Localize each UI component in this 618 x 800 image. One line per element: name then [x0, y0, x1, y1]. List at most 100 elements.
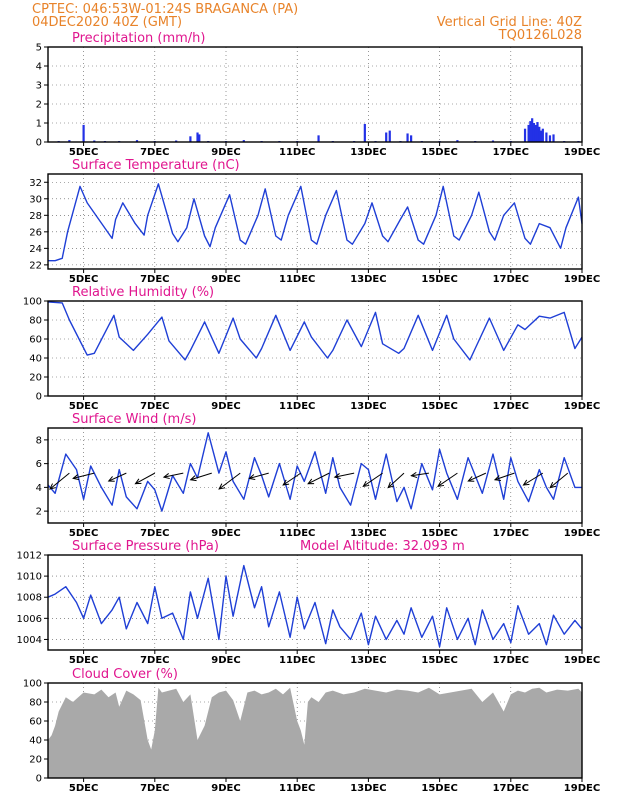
x-tick-label: 13DEC — [350, 147, 386, 158]
y-tick-label: 80 — [29, 316, 42, 327]
x-tick-label: 11DEC — [279, 783, 315, 794]
panel-temp: Surface Temperature (nC) 22 24 26 28 30 32 5DEC… — [29, 158, 600, 285]
wind-arrow-head — [410, 471, 418, 479]
y-tick-label: 80 — [29, 698, 42, 709]
panel-title: Surface Temperature (nC) — [72, 158, 240, 173]
y-tick-label: 1008 — [17, 593, 42, 604]
x-tick-label: 15DEC — [421, 274, 457, 285]
precip-bar — [531, 118, 534, 142]
precip-bar — [135, 140, 139, 142]
header-grid-line: Vertical Grid Line: 40Z — [437, 15, 582, 30]
x-tick-label: 5DEC — [69, 783, 98, 794]
x-tick-label: 19DEC — [564, 655, 600, 666]
wind-arrow-shaft — [307, 472, 330, 485]
x-tick-label: 13DEC — [350, 274, 386, 285]
y-tick-label: 0 — [36, 138, 42, 149]
wind-arrow-shaft — [362, 472, 383, 487]
y-tick-label: 60 — [29, 335, 42, 346]
pressure-series-line — [47, 564, 583, 648]
precip-bar — [552, 134, 555, 142]
chart-panels: Precipitation (mm/h) 0 1 2 3 4 5 5DEC 7DEC 9DEC 11… — [17, 31, 601, 794]
x-tick-label: 5DEC — [69, 147, 98, 158]
wind-arrow-shaft — [494, 472, 515, 481]
y-tick-label: 6 — [36, 459, 42, 470]
wind-arrow-head — [307, 478, 315, 485]
precip-bar — [406, 133, 409, 142]
wind-arrow-shaft — [135, 472, 156, 485]
wind-arrow-shaft — [468, 472, 487, 482]
wind-arrow-shaft — [163, 472, 184, 478]
wind-arrow-shaft — [334, 472, 355, 478]
x-tick-label: 15DEC — [421, 528, 457, 539]
wind-arrow-head — [333, 473, 341, 480]
x-tick-label: 7DEC — [140, 528, 169, 539]
y-tick-label: 40 — [29, 354, 42, 365]
wind-arrow-head — [162, 473, 170, 480]
wind-arrow-head — [189, 475, 197, 482]
x-tick-label: 7DEC — [140, 783, 169, 794]
panel-annotation: Model Altitude: 32.093 m — [300, 539, 465, 554]
wind-arrow-shaft — [411, 472, 429, 477]
y-tick-label: 5 — [36, 43, 42, 54]
y-tick-label: 1012 — [17, 551, 42, 562]
wind-arrow-head — [218, 483, 226, 490]
x-tick-label: 15DEC — [421, 147, 457, 158]
x-tick-label: 5DEC — [69, 528, 98, 539]
wind-series-line — [47, 432, 582, 512]
x-tick-label: 17DEC — [493, 655, 529, 666]
x-tick-label: 17DEC — [493, 528, 529, 539]
x-tick-label: 13DEC — [350, 528, 386, 539]
precip-bar — [82, 124, 85, 142]
y-tick-label: 2 — [36, 507, 42, 518]
x-tick-label: 5DEC — [69, 401, 98, 412]
y-tick-label: 3 — [36, 81, 42, 92]
x-tick-label: 5DEC — [69, 274, 98, 285]
x-tick-label: 19DEC — [564, 401, 600, 412]
precip-bar — [539, 130, 543, 142]
wind-arrow-head — [72, 474, 80, 481]
x-tick-label: 7DEC — [140, 655, 169, 666]
y-tick-label: 28 — [29, 211, 42, 222]
y-tick-label: 0 — [36, 774, 42, 785]
y-tick-label: 2 — [36, 100, 42, 111]
y-tick-label: 24 — [29, 244, 42, 255]
wind-arrow-head — [107, 476, 115, 482]
precip-bar — [527, 124, 530, 142]
y-tick-label: 4 — [36, 483, 42, 494]
temp-series-line — [48, 183, 583, 262]
wind-arrow-shaft — [387, 472, 405, 489]
header-station: CPTEC: 046:53W-01:24S BRAGANCA (PA) — [32, 2, 298, 17]
precip-bar — [534, 124, 537, 142]
panel-title: Surface Wind (m/s) — [72, 412, 196, 427]
x-tick-label: 17DEC — [493, 274, 529, 285]
x-tick-label: 9DEC — [211, 274, 240, 285]
x-tick-label: 17DEC — [493, 147, 529, 158]
x-tick-label: 15DEC — [421, 655, 457, 666]
x-tick-label: 7DEC — [140, 401, 169, 412]
wind-arrow-head — [49, 483, 56, 490]
wind-arrow-shaft — [218, 472, 241, 490]
wind-arrow-head — [437, 480, 445, 487]
y-tick-label: 100 — [23, 297, 42, 308]
precip-bar — [68, 140, 71, 142]
x-tick-label: 19DEC — [564, 274, 600, 285]
x-tick-label: 7DEC — [140, 274, 169, 285]
x-tick-label: 9DEC — [211, 401, 240, 412]
precip-bar — [456, 140, 459, 142]
precip-bar — [491, 140, 495, 142]
wind-arrow-shaft — [523, 472, 544, 486]
precip-bar — [198, 134, 201, 142]
precip-bar — [363, 123, 366, 142]
y-tick-label: 1004 — [17, 635, 42, 646]
x-tick-label: 9DEC — [211, 783, 240, 794]
x-tick-label: 13DEC — [350, 401, 386, 412]
precip-bar — [523, 128, 527, 142]
panel-frame — [47, 300, 583, 397]
wind-arrow-head — [467, 476, 475, 482]
x-tick-label: 19DEC — [564, 147, 600, 158]
wind-arrow-head — [522, 479, 530, 486]
y-tick-label: 1 — [36, 119, 42, 130]
x-tick-label: 5DEC — [69, 655, 98, 666]
wind-arrow-shaft — [249, 472, 269, 479]
